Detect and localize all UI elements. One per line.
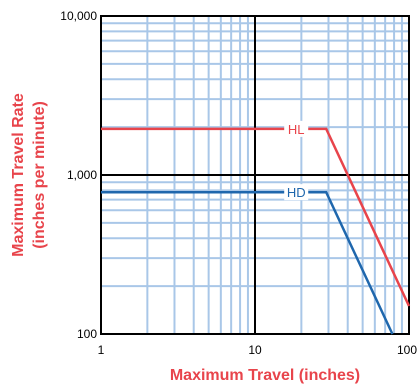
y-axis-title-line-1: Maximum Travel Rate (10, 93, 27, 257)
series-label-hd: HD (287, 185, 306, 200)
x-tick-label-100: 100 (397, 343, 417, 357)
y-tick-label-1000: 1,000 (67, 168, 97, 182)
major-grid (101, 16, 409, 334)
x-tick-label-10: 10 (248, 343, 262, 357)
plot-frame (100, 15, 410, 335)
series-label-bg-hl (284, 120, 309, 137)
y-tick-label-100: 100 (77, 327, 97, 341)
series-line-hl (101, 127, 411, 307)
y-tick-labels: 100 1,000 10,000 (60, 9, 97, 341)
series-label-hl: HL (288, 122, 305, 137)
series-label-bg-hd (284, 184, 309, 201)
y-axis-title-line-2: (inches per minute) (31, 101, 48, 249)
x-axis-title: Maximum Travel (inches) (170, 367, 360, 384)
series-line-hd (101, 190, 394, 335)
series-layer: HL HD (101, 120, 411, 335)
y-axis-title: Maximum Travel Rate (inches per minute) (10, 93, 48, 257)
x-tick-labels: 1 10 100 (98, 343, 418, 357)
x-tick-label-1: 1 (98, 343, 105, 357)
y-tick-label-10000: 10,000 (60, 9, 97, 23)
